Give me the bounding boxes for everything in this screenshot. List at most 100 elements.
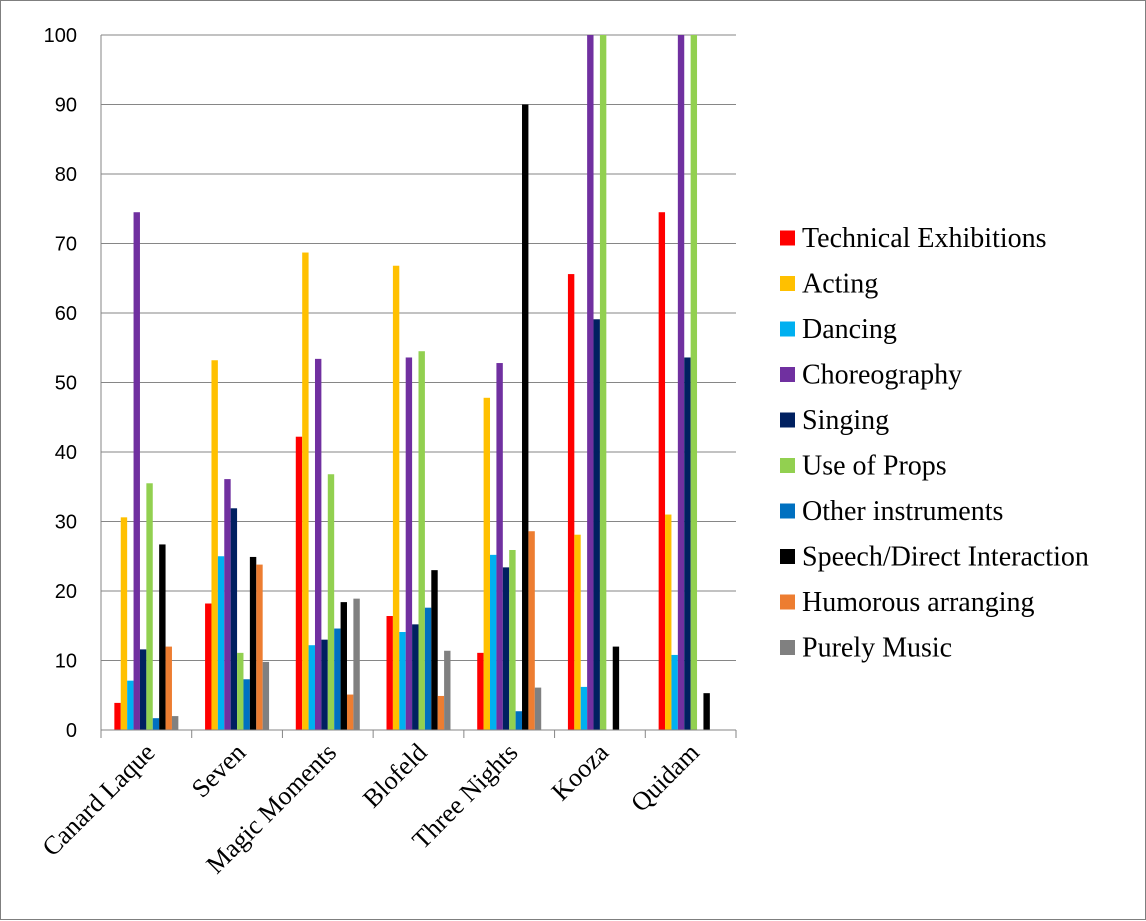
legend-label: Other instruments bbox=[802, 496, 1003, 527]
legend-label: Technical Exhibitions bbox=[802, 223, 1047, 254]
bar-quidam-speech-direct-interaction bbox=[703, 693, 710, 730]
bar-canard-laque-choreography bbox=[133, 212, 140, 731]
y-tick-label: 20 bbox=[55, 581, 77, 603]
bar-blofeld-choreography bbox=[405, 357, 413, 730]
legend-label: Singing bbox=[802, 405, 889, 436]
bar-kooza-technical-exhibitions bbox=[567, 274, 575, 730]
bar-seven-other-instruments bbox=[243, 679, 250, 730]
bar-blofeld-singing bbox=[412, 624, 419, 730]
bar-three-nights-acting bbox=[483, 397, 491, 730]
bar-magic-moments-dancing bbox=[308, 645, 315, 730]
x-tick-label: Blofeld bbox=[357, 738, 433, 814]
legend-label: Purely Music bbox=[802, 633, 952, 664]
legend: Technical Exhibitions Acting Dancing Choreo… bbox=[780, 223, 1089, 664]
legend-swatch bbox=[780, 321, 795, 337]
bar-quidam-singing bbox=[684, 357, 691, 730]
bar-magic-moments-purely-music bbox=[353, 598, 360, 730]
bar-blofeld-use-of-props bbox=[418, 351, 425, 730]
bar-kooza-dancing bbox=[580, 686, 588, 730]
bar-canard-laque-speech-direct-interaction bbox=[159, 544, 166, 730]
bar-magic-moments-choreography bbox=[314, 358, 322, 730]
bar-kooza-acting bbox=[574, 534, 581, 730]
x-tick-label: Canard Laque bbox=[36, 738, 160, 862]
y-tick-label: 60 bbox=[55, 303, 77, 325]
y-tick-label: 90 bbox=[55, 95, 77, 117]
legend-swatch bbox=[780, 367, 795, 382]
y-tick-label: 100 bbox=[44, 25, 77, 47]
y-tick-label: 30 bbox=[55, 512, 77, 534]
bar-blofeld-speech-direct-interaction bbox=[431, 570, 438, 730]
bar-seven-choreography bbox=[224, 479, 231, 730]
bar-magic-moments-singing bbox=[321, 639, 328, 730]
bar-blofeld-technical-exhibitions bbox=[386, 616, 393, 730]
bar-seven-technical-exhibitions bbox=[205, 603, 212, 730]
x-tick-label: Kooza bbox=[546, 737, 615, 806]
legend-swatch bbox=[780, 276, 795, 291]
bar-quidam-acting bbox=[665, 514, 672, 730]
y-tick-label: 40 bbox=[55, 442, 77, 464]
bar-seven-use-of-props bbox=[237, 652, 244, 730]
bar-kooza-use-of-props bbox=[599, 35, 607, 730]
bars bbox=[114, 35, 710, 731]
bar-canard-laque-dancing bbox=[127, 680, 134, 730]
y-tick-label: 0 bbox=[66, 720, 77, 742]
bar-seven-dancing bbox=[217, 556, 225, 730]
bar-three-nights-singing bbox=[502, 567, 510, 730]
bar-seven-acting bbox=[211, 360, 218, 730]
bar-three-nights-other-instruments bbox=[515, 711, 523, 730]
bar-three-nights-technical-exhibitions bbox=[477, 652, 484, 730]
bar-magic-moments-use-of-props bbox=[327, 474, 335, 730]
y-tick-label: 10 bbox=[55, 651, 77, 673]
bar-quidam-dancing bbox=[671, 654, 678, 730]
bar-canard-laque-acting bbox=[120, 517, 128, 730]
legend-label: Humorous arranging bbox=[802, 587, 1035, 618]
bar-magic-moments-technical-exhibitions bbox=[295, 436, 303, 730]
legend-label: Speech/Direct Interaction bbox=[802, 542, 1089, 573]
legend-swatch bbox=[780, 640, 795, 655]
bar-quidam-technical-exhibitions bbox=[658, 212, 666, 731]
bar-blofeld-other-instruments bbox=[424, 607, 432, 730]
legend-label: Use of Props bbox=[802, 451, 947, 482]
bar-three-nights-purely-music bbox=[534, 687, 542, 730]
y-tick-label: 80 bbox=[55, 164, 77, 186]
bar-three-nights-choreography bbox=[496, 363, 503, 730]
legend-swatch bbox=[780, 230, 795, 246]
bar-blofeld-purely-music bbox=[444, 650, 451, 730]
bar-blofeld-dancing bbox=[399, 632, 406, 730]
legend-label: Choreography bbox=[802, 360, 962, 391]
bar-blofeld-acting bbox=[392, 265, 400, 730]
legend-label: Dancing bbox=[802, 314, 897, 345]
bar-three-nights-speech-direct-interaction bbox=[522, 104, 529, 730]
bar-canard-laque-humorous-arranging bbox=[165, 646, 172, 730]
bar-kooza-singing bbox=[593, 319, 600, 730]
bar-three-nights-use-of-props bbox=[509, 549, 516, 730]
bar-seven-speech-direct-interaction bbox=[249, 556, 257, 730]
axes bbox=[100, 35, 737, 738]
legend-label: Acting bbox=[802, 269, 878, 300]
x-tick-label: Quidam bbox=[625, 738, 705, 818]
bar-canard-laque-singing bbox=[139, 649, 147, 730]
legend-swatch bbox=[780, 412, 795, 428]
bar-seven-humorous-arranging bbox=[256, 564, 263, 730]
legend-swatch bbox=[780, 458, 795, 473]
bar-canard-laque-use-of-props bbox=[146, 483, 153, 730]
y-tick-label: 70 bbox=[55, 234, 77, 256]
bar-magic-moments-other-instruments bbox=[334, 628, 341, 730]
legend-swatch bbox=[780, 594, 795, 610]
bar-three-nights-humorous-arranging bbox=[528, 531, 535, 730]
y-tick-labels: 0 10 20 30 40 50 60 70 80 90 100 bbox=[44, 25, 77, 742]
legend-swatch bbox=[780, 503, 795, 519]
bar-three-nights-dancing bbox=[490, 554, 497, 730]
bar-seven-purely-music bbox=[262, 661, 270, 730]
bar-blofeld-humorous-arranging bbox=[437, 695, 445, 730]
bar-magic-moments-speech-direct-interaction bbox=[340, 602, 347, 730]
bar-magic-moments-humorous-arranging bbox=[346, 694, 354, 730]
bar-canard-laque-other-instruments bbox=[152, 718, 160, 730]
bar-kooza-choreography bbox=[587, 35, 594, 730]
bar-magic-moments-acting bbox=[302, 252, 309, 730]
x-tick-label: Seven bbox=[186, 738, 251, 803]
bar-canard-laque-technical-exhibitions bbox=[114, 702, 121, 730]
